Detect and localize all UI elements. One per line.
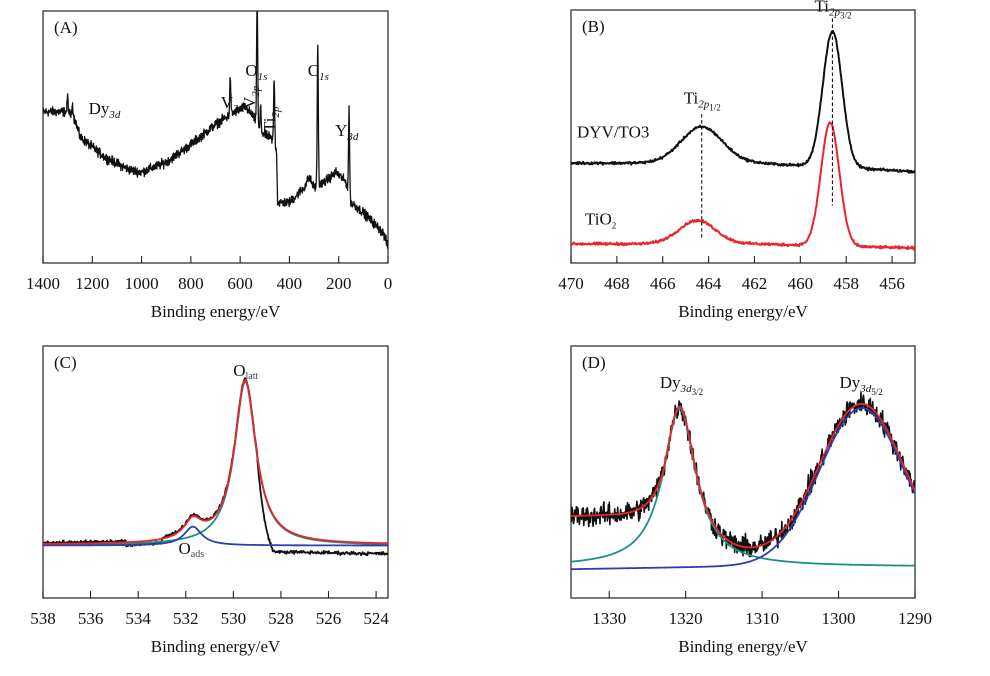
peak-annotation-ti2p3-2: Ti2p3/2 (814, 0, 851, 20)
panel-label: (D) (582, 353, 606, 372)
x-tick-label: 464 (696, 274, 722, 293)
plot-frame (570, 9, 916, 264)
plot-area (43, 11, 388, 250)
peak-annotation-y3d: Y3d (335, 121, 359, 143)
x-tick-label: 1320 (669, 609, 703, 628)
x-tick-label: 200 (326, 274, 352, 293)
x-tick-label: 528 (268, 609, 294, 628)
series-line-dyvto3 (571, 30, 915, 174)
peak-annotation-o1s: O1s (245, 61, 267, 83)
fit-component-blue (43, 525, 388, 547)
peak-annotation-ti2p1-2: Ti2p1/2 (684, 89, 721, 113)
peak-annotation-v2p: V2p (240, 85, 262, 109)
panel-B: 470 468 466 464 462 460 458 456 Binding energy/e… (558, 0, 916, 321)
fit-envelope-line (571, 402, 915, 549)
panel-A: 1400 1200 1000 800 600 400 200 0 Binding energy/… (26, 10, 392, 321)
plot-frame (42, 10, 389, 264)
peak-annotation-oads: Oads (179, 539, 205, 560)
peak-annotation-c1s: C1s (308, 61, 329, 83)
fit-component-teal (571, 407, 915, 567)
peak-annotation-dy3d32: Dy3d3/2 (660, 373, 703, 397)
peak-annotation-dy3d: Dy3d (89, 99, 121, 121)
x-tick-label: 400 (277, 274, 303, 293)
x-axis: 470 468 466 464 462 460 458 456 (558, 256, 905, 293)
x-tick-label: 1290 (898, 609, 932, 628)
peak-annotation-v2s: V2s (221, 93, 243, 115)
x-tick-label: 468 (604, 274, 630, 293)
series-label-dyv-to3: DYV/TO3 (577, 123, 649, 142)
panel-label: (B) (582, 17, 605, 36)
panel-label: (A) (54, 18, 78, 37)
x-tick-label: 532 (173, 609, 199, 628)
x-tick-label: 534 (125, 609, 151, 628)
x-tick-label: 460 (788, 274, 814, 293)
x-axis: 1400 1200 1000 800 600 400 200 0 (26, 256, 392, 293)
x-tick-label: 466 (650, 274, 676, 293)
x-tick-label: 600 (227, 274, 253, 293)
x-tick-label: 462 (742, 274, 768, 293)
series-line-tio2 (571, 121, 915, 251)
x-tick-label: 538 (30, 609, 56, 628)
x-axis: 1330 1320 1310 1300 1290 (592, 591, 932, 628)
x-tick-label: 0 (384, 274, 393, 293)
x-tick-label: 530 (221, 609, 247, 628)
x-tick-label: 1200 (75, 274, 109, 293)
raw-data-line (571, 391, 915, 558)
x-tick-label: 524 (363, 609, 389, 628)
x-axis-label: Binding energy/eV (151, 637, 281, 656)
x-tick-label: 536 (78, 609, 104, 628)
fit-component-blue (571, 407, 915, 571)
x-tick-label: 1330 (592, 609, 626, 628)
x-tick-label: 1400 (26, 274, 60, 293)
x-tick-label: 1310 (745, 609, 779, 628)
x-tick-label: 800 (178, 274, 204, 293)
peak-annotation-ti2p: Ti2p (260, 106, 282, 132)
x-axis-label: Binding energy/eV (151, 302, 281, 321)
panel-D: 1330 1320 1310 1300 1290 Binding energy/eV (D)… (570, 345, 932, 656)
x-axis: 538 536 534 532 530 528 526 524 (30, 591, 389, 628)
plot-area (571, 391, 915, 571)
plot-area (43, 377, 388, 557)
panel-label: (C) (54, 353, 77, 372)
plot-frame (42, 345, 389, 599)
series-label-tio2: TiO2 (585, 210, 616, 231)
raw-data-line (43, 377, 388, 557)
plot-frame (570, 345, 916, 599)
panel-C: 538 536 534 532 530 528 526 524 Binding energy/e… (30, 345, 389, 656)
fit-component-teal (43, 380, 388, 546)
peak-annotation-olatt: Olatt (233, 361, 258, 382)
survey-spectrum-line (43, 11, 388, 250)
x-tick-label: 470 (558, 274, 584, 293)
plot-area (571, 30, 915, 251)
fit-envelope-line (43, 379, 388, 545)
x-tick-label: 1300 (822, 609, 856, 628)
x-tick-label: 456 (879, 274, 905, 293)
x-tick-label: 1000 (125, 274, 159, 293)
peak-annotation-dy3d52: Dy3d5/2 (839, 373, 882, 397)
x-tick-label: 458 (833, 274, 859, 293)
x-tick-label: 526 (316, 609, 342, 628)
x-axis-label: Binding energy/eV (678, 637, 808, 656)
x-axis-label: Binding energy/eV (678, 302, 808, 321)
